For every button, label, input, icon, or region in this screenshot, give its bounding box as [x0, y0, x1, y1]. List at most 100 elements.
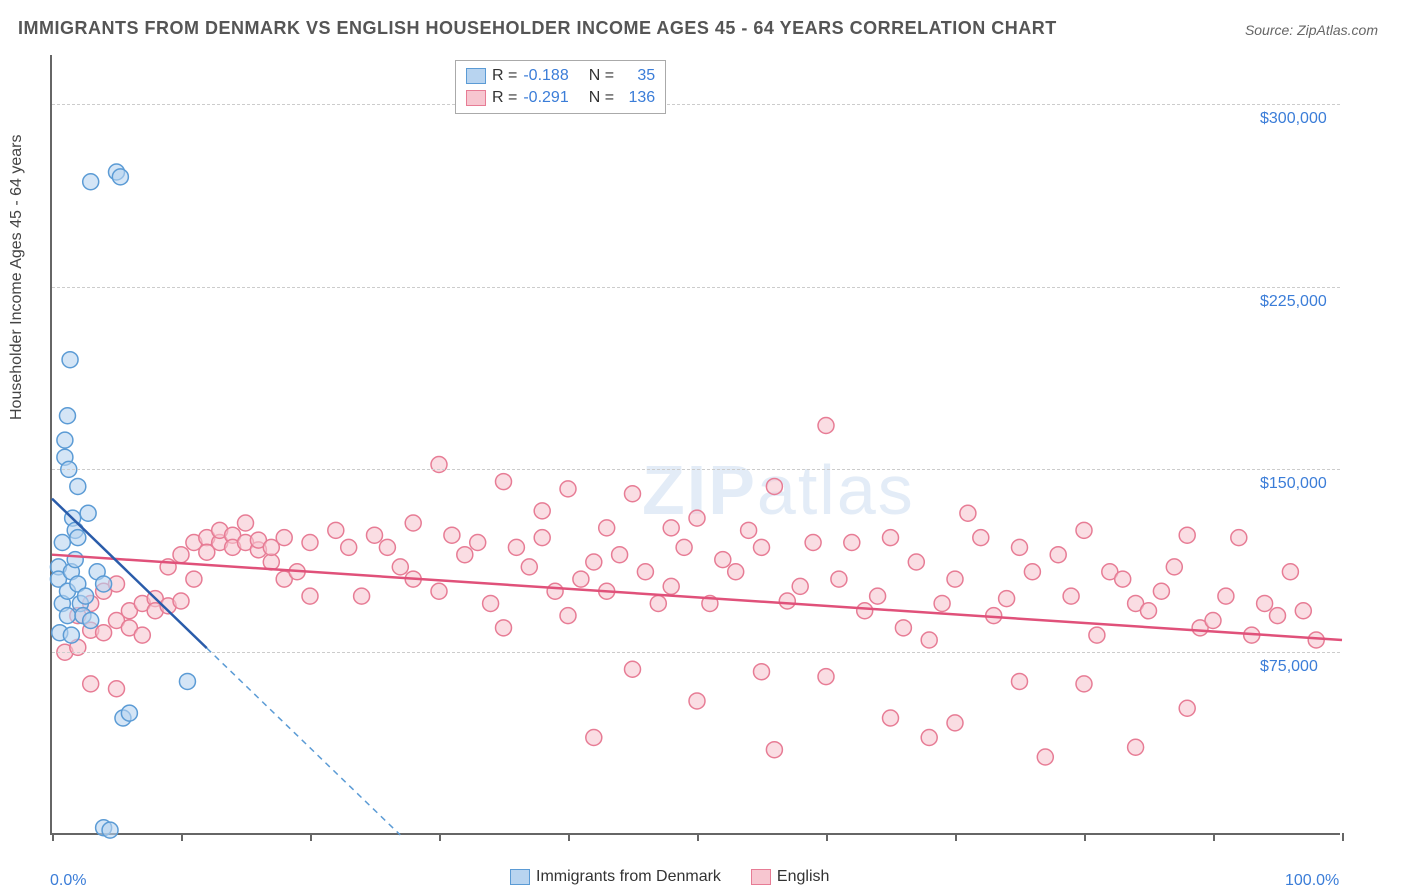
r-label: R = — [492, 65, 517, 87]
swatch-denmark — [510, 869, 530, 885]
x-tick — [1084, 833, 1086, 841]
x-tick-label: 0.0% — [50, 872, 86, 890]
point-english — [83, 676, 99, 692]
point-denmark — [179, 673, 195, 689]
chart-svg — [52, 55, 1340, 833]
point-english — [921, 632, 937, 648]
point-english — [1179, 527, 1195, 543]
point-english — [302, 588, 318, 604]
point-english — [405, 515, 421, 531]
point-english — [1037, 749, 1053, 765]
point-english — [586, 554, 602, 570]
x-tick — [181, 833, 183, 841]
point-english — [534, 503, 550, 519]
point-english — [457, 547, 473, 563]
point-english — [921, 730, 937, 746]
gridline — [52, 104, 1340, 105]
x-tick — [310, 833, 312, 841]
point-english — [689, 510, 705, 526]
point-english — [805, 535, 821, 551]
y-tick-label: $300,000 — [1260, 110, 1327, 128]
x-tick — [697, 833, 699, 841]
point-english — [728, 564, 744, 580]
legend-item-denmark: Immigrants from Denmark — [510, 868, 721, 886]
r-value-english: -0.291 — [523, 87, 578, 109]
x-tick — [1213, 833, 1215, 841]
point-english — [1012, 539, 1028, 555]
point-english — [599, 520, 615, 536]
point-english — [1089, 627, 1105, 643]
point-denmark — [57, 432, 73, 448]
point-english — [754, 664, 770, 680]
point-english — [560, 481, 576, 497]
trendline-english — [52, 555, 1342, 640]
point-english — [1076, 522, 1092, 538]
point-english — [276, 530, 292, 546]
point-denmark — [70, 530, 86, 546]
point-english — [109, 681, 125, 697]
point-english — [186, 571, 202, 587]
point-english — [341, 539, 357, 555]
point-english — [1012, 673, 1028, 689]
point-english — [999, 591, 1015, 607]
point-english — [496, 474, 512, 490]
point-english — [766, 478, 782, 494]
point-english — [1115, 571, 1131, 587]
plot-area: ZIPatlas — [50, 55, 1340, 835]
point-english — [1295, 603, 1311, 619]
point-english — [1141, 603, 1157, 619]
point-denmark — [62, 352, 78, 368]
point-denmark — [67, 552, 83, 568]
r-value-denmark: -0.188 — [523, 65, 578, 87]
point-english — [96, 625, 112, 641]
point-denmark — [70, 478, 86, 494]
point-english — [1205, 613, 1221, 629]
point-english — [1076, 676, 1092, 692]
n-value-denmark: 35 — [620, 65, 655, 87]
swatch-english — [751, 869, 771, 885]
point-english — [444, 527, 460, 543]
point-english — [134, 627, 150, 643]
point-english — [883, 530, 899, 546]
point-english — [354, 588, 370, 604]
x-tick — [826, 833, 828, 841]
point-english — [508, 539, 524, 555]
point-english — [857, 603, 873, 619]
swatch-denmark — [466, 68, 486, 84]
n-label: N = — [584, 87, 614, 109]
point-english — [779, 593, 795, 609]
x-tick-label: 100.0% — [1285, 872, 1339, 890]
point-english — [947, 715, 963, 731]
point-english — [1153, 583, 1169, 599]
point-english — [1166, 559, 1182, 575]
y-tick-label: $225,000 — [1260, 293, 1327, 311]
point-english — [560, 608, 576, 624]
point-english — [625, 486, 641, 502]
point-english — [870, 588, 886, 604]
point-english — [1063, 588, 1079, 604]
legend-item-english: English — [751, 868, 829, 886]
point-english — [883, 710, 899, 726]
point-denmark — [96, 576, 112, 592]
stats-row-english: R = -0.291 N = 136 — [466, 87, 655, 109]
point-denmark — [121, 705, 137, 721]
point-english — [754, 539, 770, 555]
point-english — [650, 595, 666, 611]
trendline-denmark-dashed — [207, 648, 400, 835]
point-english — [534, 530, 550, 546]
chart-title: IMMIGRANTS FROM DENMARK VS ENGLISH HOUSE… — [18, 18, 1057, 39]
point-english — [1128, 739, 1144, 755]
point-denmark — [59, 408, 75, 424]
r-label: R = — [492, 87, 517, 109]
point-english — [302, 535, 318, 551]
n-value-english: 136 — [620, 87, 655, 109]
point-english — [637, 564, 653, 580]
point-english — [1308, 632, 1324, 648]
point-denmark — [63, 627, 79, 643]
point-english — [1257, 595, 1273, 611]
x-tick — [52, 833, 54, 841]
point-english — [818, 418, 834, 434]
point-english — [663, 578, 679, 594]
stats-row-denmark: R = -0.188 N = 35 — [466, 65, 655, 87]
point-denmark — [78, 588, 94, 604]
